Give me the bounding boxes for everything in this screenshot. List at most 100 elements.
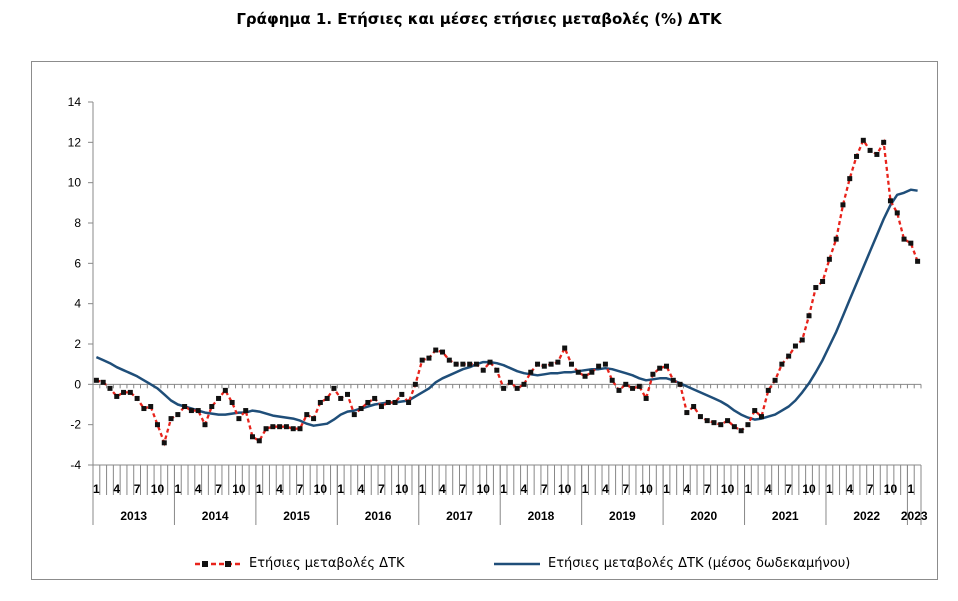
y-tick-label: -2: [70, 418, 81, 432]
series-annual-point: [446, 357, 452, 363]
legend-annual-swatch: [195, 560, 241, 567]
month-tick-label: 10: [314, 482, 328, 496]
series-annual-point: [657, 365, 663, 371]
series-annual-point: [473, 361, 479, 367]
year-label: 2017: [446, 509, 473, 523]
month-tick-label: 7: [622, 482, 629, 496]
month-tick-label: 1: [419, 482, 426, 496]
series-annual-point: [643, 395, 649, 401]
series-annual-point: [860, 137, 866, 143]
series-annual-point: [324, 395, 330, 401]
series-annual-point: [833, 236, 839, 242]
series-annual-point: [270, 424, 276, 430]
series-annual-point: [100, 379, 106, 385]
series-annual-point: [704, 418, 710, 424]
series-annual-point: [440, 349, 446, 355]
series-annual-point: [826, 256, 832, 262]
series-annual-point: [596, 363, 602, 369]
series-annual-point: [840, 202, 846, 208]
series-annual-point: [854, 153, 860, 159]
year-label: 2021: [772, 509, 799, 523]
month-tick-label: 1: [745, 482, 752, 496]
month-tick-label: 7: [378, 482, 385, 496]
series-annual-point: [915, 258, 921, 264]
series-annual-point: [582, 373, 588, 379]
month-tick-label: 7: [297, 482, 304, 496]
month-tick-label: 7: [785, 482, 792, 496]
year-label: 2014: [202, 509, 229, 523]
series-annual-point: [283, 424, 289, 430]
series-annual-point: [623, 381, 629, 387]
series-annual-point: [670, 377, 676, 383]
series-annual-point: [141, 406, 147, 412]
series-annual-point: [847, 176, 853, 182]
month-tick-label: 10: [802, 482, 816, 496]
series-annual-point: [317, 399, 323, 405]
month-tick-label: 1: [907, 482, 914, 496]
series-annual-point: [813, 285, 819, 291]
series-annual-point: [168, 416, 174, 422]
series-annual-point: [216, 395, 222, 401]
month-tick-label: 7: [541, 482, 548, 496]
series-annual-point: [589, 369, 595, 375]
series-annual-point: [175, 412, 181, 418]
series-annual-point: [256, 438, 262, 444]
series-annual-point: [426, 355, 432, 361]
series-annual-point: [372, 395, 378, 401]
series-annual-point: [616, 387, 622, 393]
series-annual-point: [222, 387, 228, 393]
month-tick-label: 1: [663, 482, 670, 496]
series-annual-point: [602, 361, 608, 367]
series-annual-point: [378, 404, 384, 410]
month-tick-label: 10: [151, 482, 165, 496]
month-tick-label: 4: [358, 482, 365, 496]
series-annual-point: [236, 416, 242, 422]
series-annual-point: [127, 389, 133, 395]
month-tick-label: 4: [113, 482, 120, 496]
y-tick-label: 0: [74, 377, 81, 391]
series-annual-point: [93, 377, 99, 383]
year-label: 2023: [901, 509, 928, 523]
month-tick-label: 4: [439, 482, 446, 496]
series-annual-point: [677, 381, 683, 387]
year-label: 2020: [690, 509, 717, 523]
series-annual-point: [541, 363, 547, 369]
series-annual-point: [528, 369, 534, 375]
series-annual-point: [182, 404, 188, 410]
series-annual-point: [161, 440, 167, 446]
series-annual-point: [277, 424, 283, 430]
month-tick-label: 7: [704, 482, 711, 496]
y-tick-label: 2: [74, 337, 81, 351]
legend-average-label: Ετήσιες μεταβολές ΔΤΚ (μέσος δωδεκαμήνου…: [548, 556, 851, 571]
month-tick-label: 4: [195, 482, 202, 496]
series-annual-point: [548, 361, 554, 367]
year-label: 2015: [283, 509, 310, 523]
series-annual-point: [555, 359, 561, 365]
series-annual-point: [759, 414, 765, 420]
series-annual-point: [691, 404, 697, 410]
legend-average-swatch: [494, 562, 540, 565]
series-annual-point: [718, 422, 724, 428]
series-annual-point: [772, 377, 778, 383]
month-tick-label: 10: [395, 482, 409, 496]
month-tick-label: 7: [134, 482, 141, 496]
series-annual-point: [725, 418, 731, 424]
legend-average: Ετήσιες μεταβολές ΔΤΚ (μέσος δωδεκαμήνου…: [492, 556, 850, 571]
series-annual-point: [711, 420, 717, 426]
series-annual-point: [663, 363, 669, 369]
series-annual-point: [399, 391, 405, 397]
series-annual-point: [630, 385, 636, 391]
series-annual-point: [514, 385, 520, 391]
series-annual-point: [392, 399, 398, 405]
series-annual-point: [338, 395, 344, 401]
month-tick-label: 1: [582, 482, 589, 496]
series-annual-point: [263, 426, 269, 432]
series-annual-point: [154, 422, 160, 428]
series-annual-point: [385, 399, 391, 405]
series-annual-point: [249, 434, 255, 440]
series-annual-point: [297, 426, 303, 432]
series-annual-point: [501, 385, 507, 391]
month-tick-label: 1: [174, 482, 181, 496]
y-tick-label: 8: [74, 216, 81, 230]
